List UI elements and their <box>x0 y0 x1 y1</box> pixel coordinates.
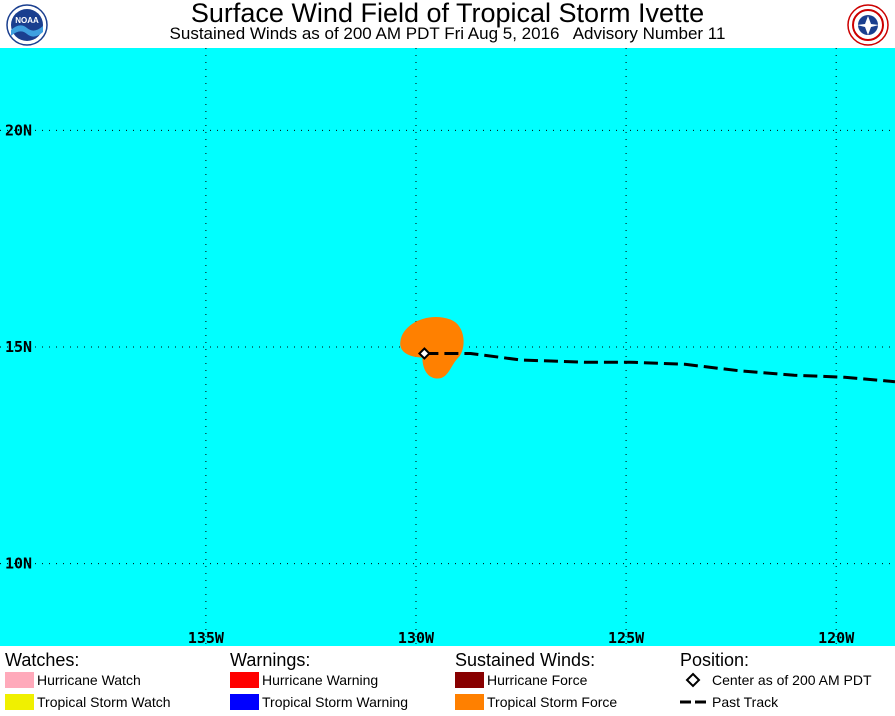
past-track-label: Past Track <box>712 694 779 710</box>
past-track-line <box>424 352 895 384</box>
wind-field-map: 20N 15N 10N 135W 130W 125W 120W <box>0 48 895 647</box>
legend-winds-heading: Sustained Winds: <box>455 650 596 670</box>
legend-position-heading: Position: <box>680 650 750 670</box>
hurricane-watch-label: Hurricane Watch <box>37 672 141 688</box>
tropical-storm-force-label: Tropical Storm Force <box>487 694 618 710</box>
latitude-labels: 20N 15N 10N <box>5 121 32 572</box>
tropical-storm-force-wind-field <box>400 316 464 379</box>
nws-logo-icon <box>847 4 889 46</box>
longitude-label: 125W <box>608 629 645 646</box>
longitude-label: 130W <box>398 629 435 646</box>
hurricane-force-swatch <box>455 672 484 688</box>
hurricane-force-label: Hurricane Force <box>487 672 588 688</box>
dashed-line-icon <box>680 700 709 704</box>
storm-center-marker <box>417 347 431 360</box>
longitude-label: 135W <box>188 629 225 646</box>
legend-watches-heading: Watches: <box>5 650 80 670</box>
tropical-storm-force-swatch <box>455 694 484 710</box>
tropical-storm-warning-label: Tropical Storm Warning <box>262 694 409 710</box>
longitude-label: 120W <box>818 629 855 646</box>
tropical-storm-watch-swatch <box>5 694 34 710</box>
legend: Watches: Hurricane Watch Tropical Storm … <box>0 646 895 716</box>
hurricane-warning-swatch <box>230 672 259 688</box>
map-canvas: 20N 15N 10N 135W 130W 125W 120W <box>0 48 895 647</box>
hurricane-watch-swatch <box>5 672 34 688</box>
center-diamond-icon <box>685 672 701 688</box>
map-subtitle: Sustained Winds as of 200 AM PDT Fri Aug… <box>169 24 726 43</box>
center-position-label: Center as of 200 AM PDT <box>712 672 872 688</box>
noaa-logo-icon: NOAA <box>6 4 48 46</box>
map-title: Surface Wind Field of Tropical Storm Ive… <box>190 0 705 28</box>
header: NOAA Surface Wind Field of Tropical Stor… <box>0 0 895 48</box>
latitude-label: 15N <box>5 338 32 356</box>
tropical-storm-warning-swatch <box>230 694 259 710</box>
latitude-label: 20N <box>5 121 32 139</box>
noaa-logo-text: NOAA <box>15 16 39 25</box>
hurricane-warning-label: Hurricane Warning <box>262 672 379 688</box>
latitude-label: 10N <box>5 555 32 573</box>
longitude-labels: 135W 130W 125W 120W <box>188 629 855 647</box>
tropical-storm-watch-label: Tropical Storm Watch <box>37 694 171 710</box>
legend-warnings-heading: Warnings: <box>230 650 311 670</box>
